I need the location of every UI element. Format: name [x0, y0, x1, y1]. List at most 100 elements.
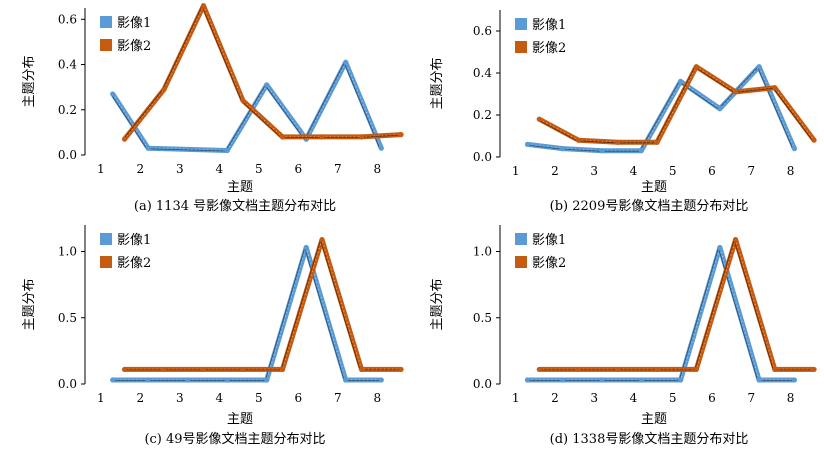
data-point: [343, 59, 349, 65]
x-tick-label: 8: [374, 391, 382, 405]
data-point: [638, 148, 644, 154]
x-axis-title: 主题: [641, 412, 667, 427]
x-tick-label: 7: [747, 391, 755, 405]
y-tick-label: 0.4: [58, 58, 77, 72]
x-tick-label: 4: [216, 162, 224, 176]
data-point: [121, 366, 128, 373]
y-tick-label: 1.0: [473, 245, 492, 259]
data-point: [200, 366, 207, 373]
x-tick-label: 8: [787, 164, 795, 178]
data-point: [717, 244, 723, 251]
data-point: [378, 145, 384, 151]
x-tick-label: 5: [669, 164, 677, 178]
data-point: [358, 366, 365, 373]
data-point: [811, 137, 817, 143]
x-axis-title: 主题: [227, 180, 253, 195]
x-tick-label: 7: [747, 164, 755, 178]
x-tick-label: 1: [97, 162, 105, 176]
data-point: [599, 377, 605, 383]
data-point: [599, 148, 605, 154]
panel-b: 0.0 0.2 0.4 0.6 1 2 3 4 5 6 7 8 主题 主题分布 (b) 2209号影像文档主…: [430, 10, 817, 214]
data-point: [398, 132, 404, 138]
series-line-2: [124, 237, 401, 372]
legend-swatch: [515, 256, 527, 268]
data-point: [615, 366, 621, 373]
data-point: [319, 236, 325, 243]
panel-caption: (a) 1134 号影像文档主题分布对比: [134, 199, 336, 214]
data-point: [654, 139, 660, 145]
panel-c: 0.0 0.5 1.0 1 2 3 4 5 6 7 8 主题 主题分布 (c) 49号影像文档主题分布对比…: [22, 225, 404, 447]
data-point: [693, 366, 699, 373]
y-tick-label: 1.0: [58, 245, 77, 259]
series-line-texture: [124, 237, 401, 370]
y-tick-label: 0.2: [58, 103, 77, 117]
x-tick-label: 1: [512, 391, 520, 405]
data-point: [200, 3, 207, 9]
data-point: [161, 366, 167, 373]
legend-label: 影像2: [117, 39, 151, 54]
series-line-1: [527, 245, 795, 383]
data-point: [756, 64, 762, 70]
legend-label: 影像1: [532, 233, 566, 248]
x-tick-label: 3: [176, 391, 184, 405]
x-tick-label: 4: [630, 164, 638, 178]
data-point: [677, 78, 684, 84]
data-point: [145, 145, 151, 151]
x-tick-label: 6: [708, 164, 716, 178]
data-point: [264, 377, 270, 383]
series-line-2: [122, 3, 402, 141]
y-tick-label: 0.2: [473, 108, 492, 122]
series-line-shadow: [525, 66, 794, 152]
x-tick-label: 1: [512, 164, 520, 178]
legend-swatch: [100, 256, 112, 268]
data-point: [524, 141, 531, 147]
legend-swatch: [100, 233, 112, 245]
data-point: [264, 82, 270, 88]
x-tick-label: 3: [590, 164, 598, 178]
y-tick-label: 0.6: [473, 24, 492, 38]
y-axis-title: 主题分布: [430, 278, 445, 330]
series-line-texture: [539, 237, 815, 370]
data-point: [560, 377, 566, 383]
x-tick-label: 5: [255, 391, 263, 405]
series-line-2: [539, 237, 815, 372]
panel-d: 0.0 0.5 1.0 1 2 3 4 5 6 7 8 主题 主题分布 (d) 1338号影像文档主题分布…: [430, 225, 817, 447]
legend-label: 影像1: [117, 233, 151, 248]
x-tick-label: 8: [374, 162, 382, 176]
legend-label: 影像2: [532, 256, 566, 271]
legend-swatch: [100, 16, 112, 28]
data-point: [772, 366, 778, 373]
data-point: [536, 366, 542, 373]
x-tick-label: 3: [176, 162, 184, 176]
y-tick-label: 0.0: [473, 150, 492, 164]
data-point: [145, 377, 151, 383]
legend-label: 影像1: [532, 18, 566, 33]
data-point: [279, 366, 286, 373]
x-tick-label: 1: [97, 391, 105, 405]
legend-label: 影像2: [532, 41, 566, 56]
data-point: [560, 146, 566, 152]
data-point: [638, 377, 644, 383]
x-tick-label: 5: [255, 162, 263, 176]
x-axis-title: 主题: [641, 180, 667, 195]
series-line-1: [112, 245, 382, 383]
data-point: [224, 377, 230, 383]
data-point: [240, 366, 246, 373]
data-point: [110, 377, 116, 383]
series-line-shadow: [111, 246, 380, 381]
x-tick-label: 4: [216, 391, 224, 405]
legend-swatch: [100, 39, 112, 51]
x-tick-label: 2: [136, 391, 144, 405]
x-tick-label: 3: [590, 391, 598, 405]
panel-caption: (c) 49号影像文档主题分布对比: [144, 432, 325, 447]
x-tick-label: 2: [136, 162, 144, 176]
x-tick-label: 4: [630, 391, 638, 405]
y-tick-label: 0.6: [58, 12, 77, 26]
data-point: [732, 89, 739, 95]
y-tick-label: 0.0: [473, 377, 492, 391]
data-point: [791, 377, 798, 383]
legend-label: 影像2: [117, 256, 151, 271]
data-point: [575, 366, 582, 373]
data-point: [536, 116, 542, 122]
data-point: [524, 377, 531, 383]
